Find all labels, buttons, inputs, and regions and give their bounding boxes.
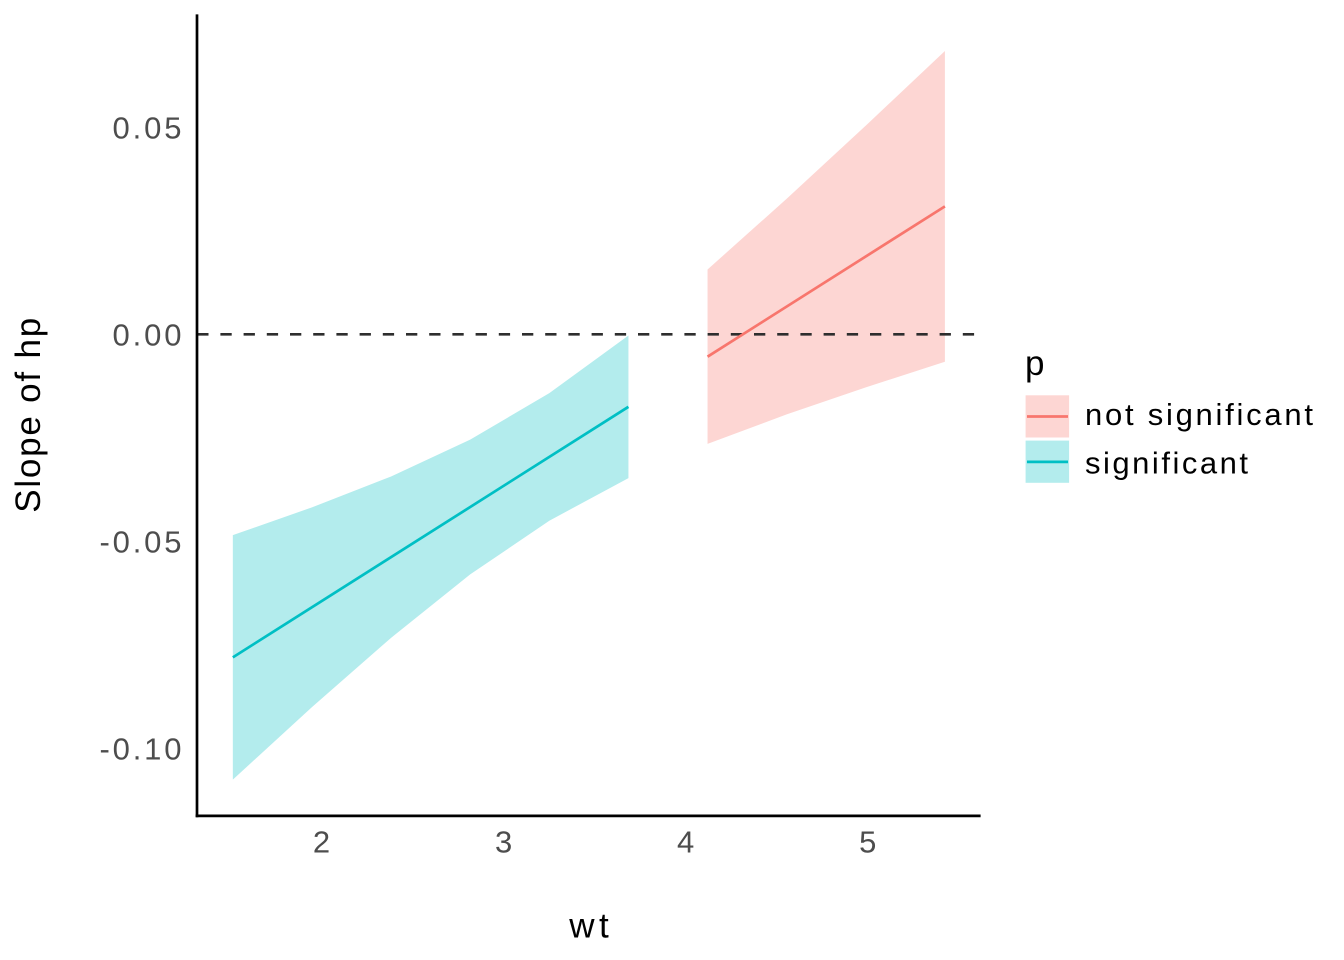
- svg-text:significant: significant: [1085, 445, 1248, 480]
- svg-text:4: 4: [677, 825, 694, 860]
- svg-text:0.00: 0.00: [113, 318, 182, 353]
- svg-text:-0.05: -0.05: [100, 525, 182, 560]
- svg-text:5: 5: [859, 825, 876, 860]
- svg-text:p: p: [1025, 344, 1044, 383]
- svg-text:-0.10: -0.10: [100, 732, 182, 767]
- svg-text:0.05: 0.05: [113, 111, 182, 146]
- svg-text:not significant: not significant: [1085, 397, 1313, 432]
- svg-text:Slope of hp: Slope of hp: [9, 318, 48, 513]
- svg-text:3: 3: [495, 825, 512, 860]
- svg-text:2: 2: [313, 825, 330, 860]
- svg-text:wt: wt: [568, 907, 609, 946]
